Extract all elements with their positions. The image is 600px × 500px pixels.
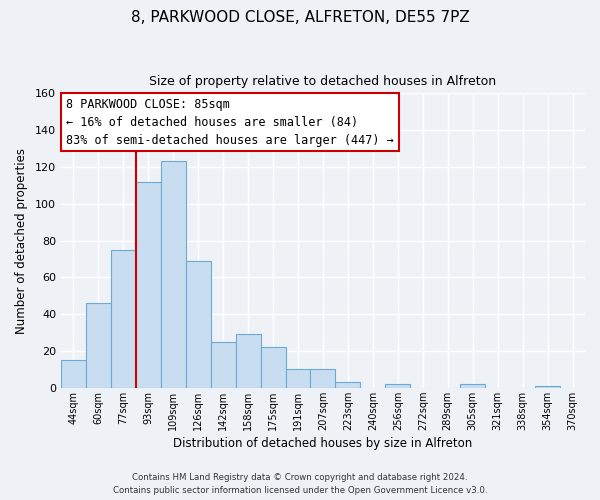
X-axis label: Distribution of detached houses by size in Alfreton: Distribution of detached houses by size … [173,437,473,450]
Bar [61,360,86,388]
Bar [260,348,286,388]
Bar [535,386,560,388]
Bar [161,162,186,388]
Text: 8 PARKWOOD CLOSE: 85sqm
← 16% of detached houses are smaller (84)
83% of semi-de: 8 PARKWOOD CLOSE: 85sqm ← 16% of detache… [66,98,394,146]
Bar [211,342,236,388]
Bar [186,261,211,388]
Bar [236,334,260,388]
Bar [86,303,111,388]
Bar [136,182,161,388]
Bar [310,370,335,388]
Bar [286,370,310,388]
Title: Size of property relative to detached houses in Alfreton: Size of property relative to detached ho… [149,75,497,88]
Bar [111,250,136,388]
Bar [385,384,410,388]
Bar [335,382,361,388]
Y-axis label: Number of detached properties: Number of detached properties [15,148,28,334]
Bar [460,384,485,388]
Text: 8, PARKWOOD CLOSE, ALFRETON, DE55 7PZ: 8, PARKWOOD CLOSE, ALFRETON, DE55 7PZ [131,10,469,25]
Text: Contains HM Land Registry data © Crown copyright and database right 2024.
Contai: Contains HM Land Registry data © Crown c… [113,474,487,495]
